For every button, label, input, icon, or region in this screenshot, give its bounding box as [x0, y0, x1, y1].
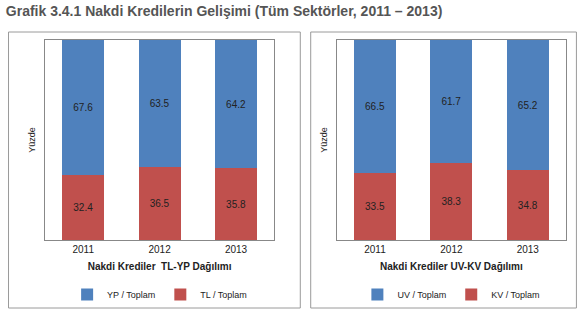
- svg-text:35.8: 35.8: [226, 199, 246, 210]
- svg-text:2013: 2013: [517, 244, 540, 255]
- svg-text:KV / Toplam: KV / Toplam: [491, 290, 539, 300]
- svg-text:64.2: 64.2: [226, 99, 246, 110]
- svg-text:Yüzde: Yüzde: [27, 127, 37, 153]
- svg-text:66.5: 66.5: [365, 101, 385, 112]
- svg-text:Yüzde: Yüzde: [319, 127, 329, 153]
- svg-text:67.6: 67.6: [73, 102, 93, 113]
- svg-text:YP / Toplam: YP / Toplam: [107, 290, 155, 300]
- svg-text:TL / Toplam: TL / Toplam: [200, 290, 247, 300]
- svg-text:2013: 2013: [225, 244, 248, 255]
- svg-text:63.5: 63.5: [150, 98, 170, 109]
- svg-text:61.7: 61.7: [441, 96, 461, 107]
- svg-text:65.2: 65.2: [518, 100, 538, 111]
- svg-text:38.3: 38.3: [441, 196, 461, 207]
- svg-text:2011: 2011: [364, 244, 386, 255]
- svg-text:33.5: 33.5: [365, 201, 385, 212]
- svg-text:UV / Toplam: UV / Toplam: [397, 290, 446, 300]
- svg-text:Nakdi Krediler TL-YP Dağılımı: Nakdi Krediler TL-YP Dağılımı: [88, 261, 232, 272]
- svg-text:2011: 2011: [72, 244, 94, 255]
- svg-text:Grafik 3.4.1 Nakdi Kredilerin: Grafik 3.4.1 Nakdi Kredilerin Gelişimi (…: [6, 3, 443, 19]
- svg-text:Nakdi Krediler UV-KV Dağılımı: Nakdi Krediler UV-KV Dağılımı: [380, 261, 523, 272]
- svg-text:2012: 2012: [440, 244, 463, 255]
- svg-text:2012: 2012: [148, 244, 171, 255]
- svg-text:32.4: 32.4: [73, 202, 93, 213]
- svg-text:36.5: 36.5: [150, 198, 170, 209]
- svg-text:34.8: 34.8: [518, 200, 538, 211]
